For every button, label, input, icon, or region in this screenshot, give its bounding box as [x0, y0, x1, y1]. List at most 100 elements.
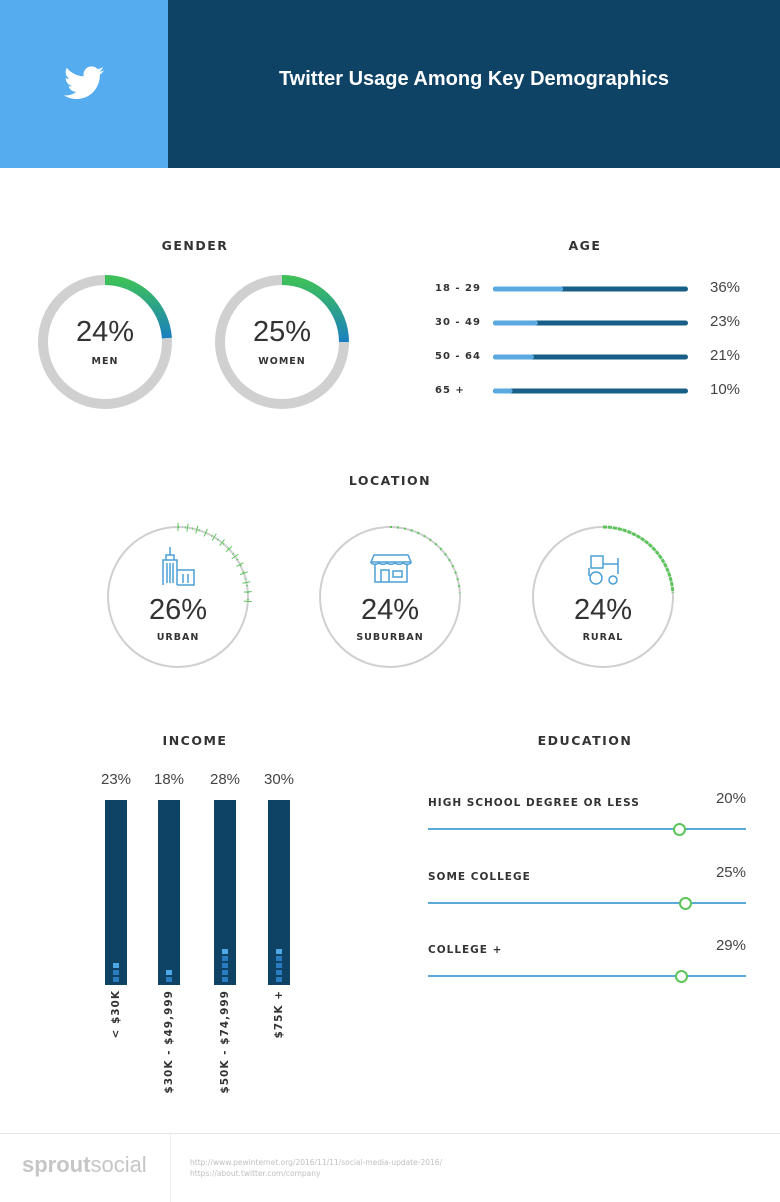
- location-tick: [231, 553, 239, 560]
- location-tick: [239, 571, 248, 576]
- education-label: COLLEGE +: [428, 944, 503, 956]
- charts-canvas: [38, 275, 688, 668]
- income-bar: [158, 800, 180, 985]
- education-percent: 29%: [715, 937, 746, 954]
- income-square: [276, 949, 282, 954]
- gender-percent: 25%: [252, 316, 312, 348]
- age-bar-fill: [493, 320, 538, 326]
- education-marker: [675, 970, 688, 983]
- education-heading: EDUCATION: [537, 733, 633, 748]
- age-bar-fill: [493, 388, 513, 394]
- location-tick: [203, 528, 208, 537]
- income-square: [113, 970, 119, 975]
- location-tick: [219, 539, 225, 547]
- education-track: [428, 828, 746, 830]
- age-percent: 23%: [710, 313, 741, 330]
- gender-heading: GENDER: [161, 238, 229, 253]
- donut-arc: [104, 275, 172, 339]
- sproutsocial-logo: sproutsocial: [22, 1152, 147, 1178]
- age-label: 65 +: [435, 385, 465, 396]
- education-marker: [679, 897, 692, 910]
- education-marker: [673, 823, 686, 836]
- education-percent: 25%: [715, 864, 746, 881]
- age-bar-fill: [493, 354, 534, 360]
- logo-bold: sprout: [22, 1152, 91, 1177]
- income-square: [166, 970, 172, 975]
- location-percent: 26%: [148, 594, 208, 626]
- location-tick: [225, 545, 233, 553]
- page-title: Twitter Usage Among Key Demographics: [278, 68, 670, 90]
- income-square: [113, 963, 119, 968]
- gender-label: WOMEN: [258, 356, 306, 367]
- header-bar: [168, 0, 780, 168]
- location-tick: [236, 562, 244, 567]
- location-tick: [243, 600, 252, 603]
- city-building-icon: [162, 547, 195, 586]
- income-square: [276, 956, 282, 961]
- age-percent: 21%: [710, 347, 741, 364]
- income-square: [222, 977, 228, 982]
- location-label: URBAN: [156, 632, 200, 643]
- income-label: $75K +: [273, 990, 285, 1039]
- location-arc: [389, 526, 461, 593]
- income-square: [222, 970, 228, 975]
- income-square: [276, 963, 282, 968]
- income-bar: [268, 800, 290, 985]
- gender-label: MEN: [91, 356, 119, 367]
- location-tick: [186, 523, 189, 532]
- income-square: [222, 949, 228, 954]
- age-percent: 36%: [710, 279, 741, 296]
- age-percent: 10%: [710, 381, 741, 398]
- logo-light: social: [90, 1152, 147, 1177]
- age-label: 18 - 29: [435, 283, 481, 294]
- age-bar-fill: [493, 286, 564, 292]
- location-label: RURAL: [582, 632, 624, 643]
- location-tick: [195, 525, 199, 534]
- source-link[interactable]: https://about.twitter.com/company: [190, 1169, 321, 1178]
- tractor-wheel: [589, 571, 603, 585]
- location-arc: [602, 525, 675, 593]
- education-label: HIGH SCHOOL DEGREE OR LESS: [428, 797, 640, 809]
- location-tick: [211, 533, 217, 541]
- location-tick: [243, 591, 252, 593]
- income-square: [276, 970, 282, 975]
- location-percent: 24%: [573, 594, 633, 626]
- income-label: $30K - $49,999: [163, 990, 175, 1094]
- age-label: 30 - 49: [435, 317, 481, 328]
- income-percent: 18%: [153, 771, 185, 788]
- income-bar: [214, 800, 236, 985]
- location-heading: LOCATION: [348, 473, 432, 488]
- footer: [0, 1133, 780, 1202]
- location-tick: [242, 581, 251, 584]
- income-percent: 23%: [100, 771, 132, 788]
- income-percent: 28%: [209, 771, 241, 788]
- location-percent: 24%: [360, 594, 420, 626]
- income-square: [222, 963, 228, 968]
- income-label: $50K - $74,999: [219, 990, 231, 1094]
- donut-arc: [281, 275, 349, 343]
- gender-percent: 24%: [75, 316, 135, 348]
- source-link[interactable]: http://www.pewinternet.org/2016/11/11/so…: [190, 1158, 443, 1167]
- location-arc: [177, 526, 249, 602]
- tractor-icon: [588, 555, 619, 576]
- education-label: SOME COLLEGE: [428, 871, 531, 883]
- tractor-wheel: [608, 575, 618, 585]
- income-bar: [105, 800, 127, 985]
- education-track: [428, 902, 746, 904]
- income-square: [276, 977, 282, 982]
- income-heading: INCOME: [162, 733, 228, 748]
- header-logo-block: [0, 0, 168, 168]
- storefront-icon: [369, 554, 413, 583]
- location-label: SUBURBAN: [356, 632, 424, 643]
- income-label: < $30K: [110, 990, 122, 1039]
- education-track: [428, 975, 746, 977]
- age-bar-track: [493, 388, 688, 394]
- income-square: [113, 977, 119, 982]
- income-square: [166, 977, 172, 982]
- education-percent: 20%: [715, 790, 746, 807]
- income-percent: 30%: [263, 771, 295, 788]
- age-bar-track: [493, 354, 688, 360]
- income-square: [222, 956, 228, 961]
- footer-divider: [170, 1134, 171, 1202]
- age-bar-track: [493, 320, 688, 326]
